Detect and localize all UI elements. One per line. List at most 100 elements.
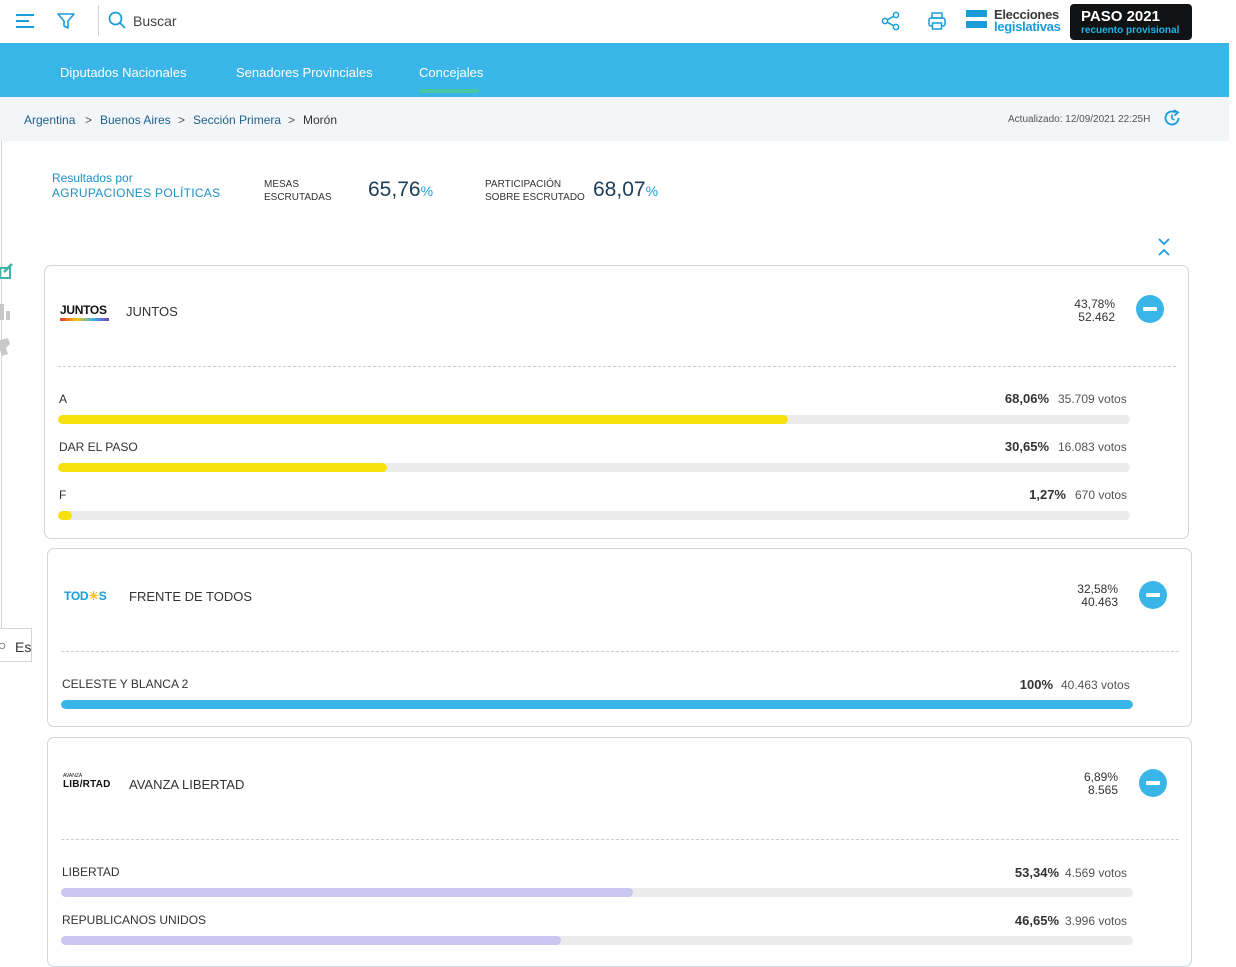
list-votes: 4.569 votos	[1065, 866, 1128, 880]
avanza-logo-text: LIB/RTAD	[63, 779, 111, 790]
map-icon[interactable]	[0, 338, 14, 356]
search-icon[interactable]	[108, 11, 126, 29]
partial-icon: ○	[0, 637, 7, 653]
badge-subtitle: recuento provisional	[1081, 25, 1180, 36]
list-bar-track	[61, 700, 1133, 709]
list-pct: 68,06%	[1004, 391, 1049, 406]
list-name: A	[59, 392, 68, 406]
collapse-party-button[interactable]	[1136, 295, 1164, 323]
breadcrumb-buenos-aires[interactable]: Buenos Aires	[100, 113, 171, 127]
list-pct: 53,34%	[1014, 865, 1059, 880]
list-bar-track	[58, 511, 1130, 520]
avanza-logo-small: AVANZA	[63, 773, 83, 779]
juntos-logo: JUNTOS	[60, 303, 109, 321]
breadcrumb-separator: >	[288, 113, 296, 127]
badge-title: PASO 2021	[1081, 8, 1160, 25]
flag-bars-icon	[966, 10, 987, 30]
todos-logo-text-a: TOD	[64, 589, 89, 603]
brand-line2: legislativas	[994, 19, 1061, 34]
tab-diputados-nacionales[interactable]: Diputados Nacionales	[60, 65, 187, 80]
juntos-logo-text: JUNTOS	[60, 303, 107, 317]
mesas-label-line1: MESAS	[264, 179, 300, 190]
list-name: REPUBLICANOS UNIDOS	[62, 913, 207, 927]
refresh-icon[interactable]	[1162, 108, 1182, 128]
list-bar-track	[61, 936, 1133, 945]
participacion-label-line1: PARTICIPACIÓN	[485, 179, 562, 190]
percent-sign: %	[420, 183, 434, 199]
breadcrumb-separator: >	[85, 113, 93, 127]
list-name: LIBERTAD	[62, 865, 120, 879]
todos-logo: TOD☀S	[64, 589, 107, 603]
breadcrumb-seccion-primera[interactable]: Sección Primera	[193, 113, 282, 127]
collapse-party-button[interactable]	[1139, 581, 1167, 609]
active-tab-indicator	[419, 89, 479, 93]
list-bar-fill	[58, 511, 72, 520]
divider	[61, 651, 1179, 652]
menu-icon[interactable]	[14, 10, 36, 32]
list-pct: 46,65%	[1014, 913, 1059, 928]
party-votes: 8.565	[1087, 783, 1118, 797]
divider	[61, 839, 1179, 840]
avanza-libertad-logo: AVANZA LIB/RTAD	[63, 773, 111, 791]
list-votes: 670 votos	[1075, 488, 1128, 502]
list-bar-fill	[61, 700, 1133, 709]
party-name: AVANZA LIBERTAD	[129, 777, 245, 792]
tab-concejales[interactable]: Concejales	[419, 65, 484, 80]
results-by-line2: AGRUPACIONES POLÍTICAS	[52, 186, 221, 200]
party-totals: 43,78% 52.462	[1035, 298, 1115, 324]
collapse-party-button[interactable]	[1139, 769, 1167, 797]
breadcrumb: Argentina > Buenos Aires > Sección Prime…	[0, 97, 1229, 141]
party-name: FRENTE DE TODOS	[129, 589, 253, 604]
party-pct: 32,58%	[1077, 582, 1118, 596]
breadcrumb-moron: Morón	[303, 113, 338, 127]
list-votes: 35.709 votos	[1058, 392, 1127, 406]
search-input[interactable]	[133, 8, 433, 34]
juntos-logo-stripe	[60, 318, 109, 321]
top-bar: Elecciones legislativas PASO 2021 recuen…	[0, 0, 1236, 43]
list-name: CELESTE Y BLANCA 2	[62, 677, 189, 691]
breadcrumb-argentina[interactable]: Argentina	[24, 113, 76, 127]
breadcrumb-separator: >	[178, 113, 186, 127]
collapse-all-icon[interactable]	[1156, 237, 1172, 257]
party-pct: 6,89%	[1083, 770, 1118, 784]
list-name: DAR EL PASO	[59, 440, 138, 454]
paso-badge: PASO 2021 recuento provisional	[1070, 4, 1192, 40]
list-bar-fill	[58, 463, 387, 472]
divider	[58, 366, 1176, 367]
list-bar-track	[58, 415, 1130, 424]
print-icon[interactable]	[926, 10, 948, 32]
bar-chart-icon[interactable]	[0, 302, 14, 320]
party-card-frente-de-todos: TOD☀S FRENTE DE TODOS 32,58% 40.463 CELE…	[47, 548, 1192, 727]
mesas-value: 65,76%	[368, 178, 433, 202]
mesas-number: 65,76	[368, 178, 421, 201]
mesas-label-line2: ESCRUTADAS	[264, 192, 332, 203]
toolbar-divider	[98, 5, 99, 36]
mesas-label: MESAS ESCRUTADAS	[264, 178, 332, 204]
list-bar-track	[61, 888, 1133, 897]
left-panel-border	[1, 141, 2, 636]
list-pct: 30,65%	[1004, 439, 1049, 454]
side-floating-tab[interactable]: ○ Es	[0, 628, 32, 662]
list-votes: 3.996 votos	[1065, 914, 1128, 928]
participacion-number: 68,07	[593, 178, 646, 201]
party-card-juntos: JUNTOS JUNTOS 43,78% 52.462 A 68,06% 35.…	[44, 265, 1189, 539]
participacion-label-line2: SOBRE ESCRUTADO	[485, 192, 585, 203]
percent-sign: %	[645, 183, 659, 199]
participacion-label: PARTICIPACIÓN SOBRE ESCRUTADO	[485, 178, 585, 204]
list-pct: 1,27%	[1029, 487, 1066, 502]
filter-icon[interactable]	[55, 10, 77, 32]
todos-logo-text-b: S	[98, 589, 107, 603]
results-by-label: Resultados por AGRUPACIONES POLÍTICAS	[52, 171, 220, 201]
vote-icon[interactable]	[0, 262, 14, 280]
list-name: F	[59, 488, 67, 502]
updated-timestamp: Actualizado: 12/09/2021 22:25H	[1008, 114, 1151, 125]
party-totals: 6,89% 8.565	[1038, 771, 1118, 797]
elecciones-logo: Elecciones legislativas	[966, 8, 1066, 34]
brand-line1: Elecciones	[994, 7, 1059, 22]
tab-senadores-provinciales[interactable]: Senadores Provinciales	[236, 65, 373, 80]
list-bar-fill	[61, 888, 633, 897]
party-pct: 43,78%	[1074, 297, 1115, 311]
share-icon[interactable]	[880, 10, 902, 32]
party-name: JUNTOS	[126, 304, 178, 319]
list-votes: 40.463 votos	[1061, 678, 1130, 692]
